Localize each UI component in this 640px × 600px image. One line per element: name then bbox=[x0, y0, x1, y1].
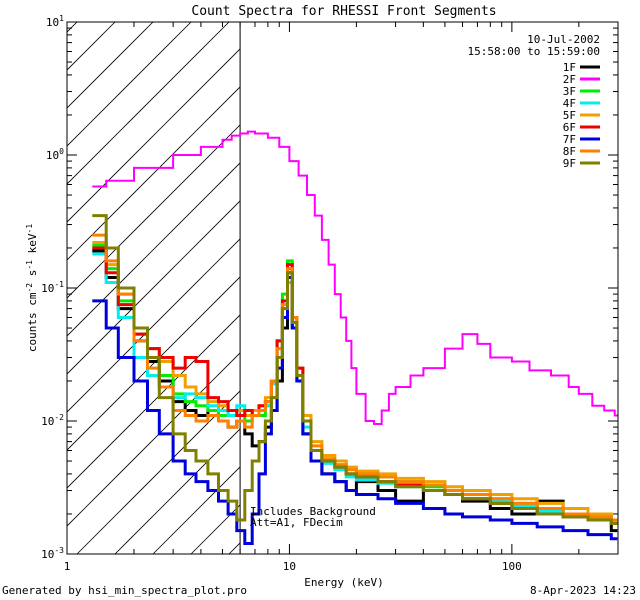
legend-label-4f: 4F bbox=[563, 97, 576, 110]
hatch-line bbox=[67, 124, 241, 299]
chart-title: Count Spectra for RHESSI Front Segments bbox=[191, 4, 496, 19]
y-tick-label: 10-3 bbox=[41, 546, 64, 561]
legend-label-6f: 6F bbox=[563, 121, 576, 134]
x-tick-label: 10 bbox=[283, 560, 296, 573]
legend-label-7f: 7F bbox=[563, 133, 576, 146]
axis-ticks bbox=[66, 22, 619, 555]
plot-series bbox=[92, 130, 618, 545]
legend-label-2f: 2F bbox=[563, 73, 576, 86]
hatch-line bbox=[67, 22, 192, 147]
hatched-region bbox=[67, 22, 241, 554]
y-tick-labels: 10-3 10-2 10-1 100 101 bbox=[41, 14, 64, 561]
footer-generated-by: Generated by hsi_min_spectra_plot.pro bbox=[2, 584, 247, 597]
hatch-line bbox=[76, 390, 241, 554]
legend-label-1f: 1F bbox=[563, 61, 576, 74]
legend-label-8f: 8F bbox=[563, 145, 576, 158]
annotation-attenuator: Att=A1, FDecim bbox=[250, 516, 343, 529]
x-tick-labels: 1 10 100 bbox=[64, 560, 522, 573]
series-9f-line bbox=[92, 214, 618, 525]
hatch-line bbox=[67, 200, 241, 375]
legend-label-3f: 3F bbox=[563, 85, 576, 98]
hatch-line bbox=[67, 238, 241, 413]
hatch-line bbox=[67, 22, 230, 185]
x-tick-label: 1 bbox=[64, 560, 71, 573]
y-tick-label: 10-1 bbox=[41, 280, 64, 295]
hatch-line bbox=[67, 48, 241, 223]
y-tick-label: 10-2 bbox=[41, 413, 64, 428]
y-axis-label: counts cm-2 s-1 keV-1 bbox=[25, 224, 39, 352]
y-tick-label: 100 bbox=[46, 147, 64, 162]
series-2f-line bbox=[92, 130, 618, 425]
time-range-label: 15:58:00 to 15:59:00 bbox=[468, 45, 600, 58]
legend-label-5f: 5F bbox=[563, 109, 576, 122]
y-tick-label: 101 bbox=[46, 14, 64, 29]
hatch-line bbox=[67, 352, 241, 527]
x-axis-label: Energy (keV) bbox=[304, 576, 383, 589]
footer-timestamp: 8-Apr-2023 14:23 bbox=[530, 584, 636, 597]
date-label: 10-Jul-2002 bbox=[527, 33, 600, 46]
annotation-background: Includes Background bbox=[250, 505, 376, 518]
hatch-line bbox=[67, 162, 241, 337]
legend-label-9f: 9F bbox=[563, 157, 576, 170]
hatch-line bbox=[67, 22, 154, 109]
hatch-line bbox=[67, 314, 241, 489]
x-tick-label: 100 bbox=[502, 560, 522, 573]
